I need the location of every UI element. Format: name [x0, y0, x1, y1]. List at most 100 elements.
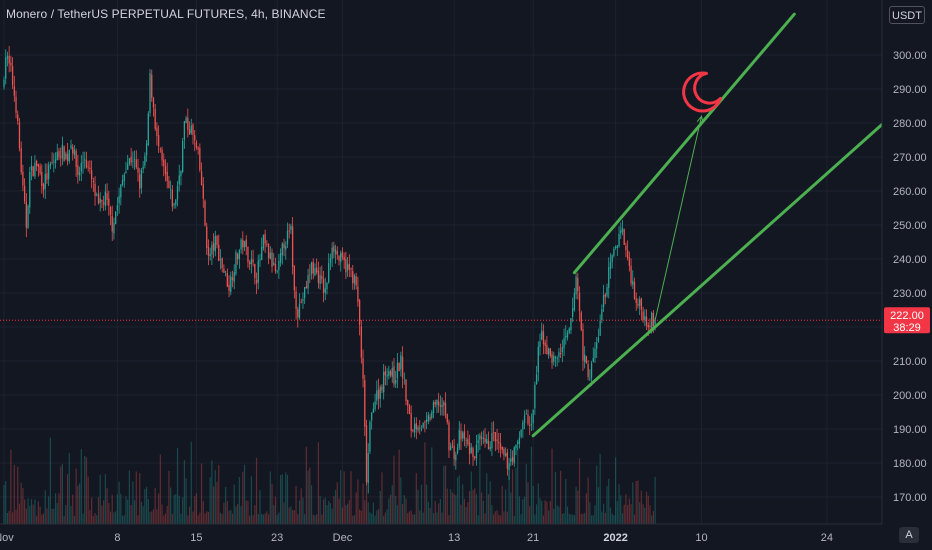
volume-bar [18, 503, 21, 524]
volume-bar [560, 470, 562, 524]
volume-bar [451, 492, 453, 524]
time-tick-6: 21 [527, 532, 539, 544]
volume-bar [221, 514, 223, 524]
candle-body [128, 158, 131, 164]
candle-body [10, 62, 12, 66]
volume-bar [135, 471, 137, 524]
candle-body [357, 286, 359, 302]
volume-bar [228, 510, 230, 524]
volume-bar [223, 502, 225, 524]
candle-body [185, 117, 187, 123]
candle-body [106, 193, 108, 200]
volume-bar [498, 514, 500, 524]
volume-bar [92, 515, 94, 524]
candle-body [517, 442, 519, 444]
candle-body [360, 326, 362, 358]
volume-bar [63, 515, 65, 524]
volume-bar [374, 515, 376, 524]
candle-body [22, 171, 24, 186]
volume-bar [518, 496, 520, 524]
candle-body [269, 252, 271, 259]
candle-body [27, 205, 29, 228]
volume-bar [391, 485, 393, 524]
volume-bar [499, 515, 502, 524]
candle-body [374, 401, 376, 410]
volume-bar [195, 493, 198, 524]
volume-bar [628, 498, 630, 524]
volume-bar [298, 500, 301, 524]
volume-bar [455, 495, 457, 524]
candle-body [587, 364, 589, 378]
volume-bar [56, 503, 58, 524]
volume-bar [582, 513, 584, 524]
volume-bar [654, 476, 656, 524]
volume-bar [267, 514, 270, 524]
volume-bar [618, 484, 620, 524]
volume-bar [444, 465, 447, 524]
candle-body [147, 113, 149, 145]
volume-bar [539, 498, 541, 524]
candle-body [207, 246, 210, 256]
lower-support-line[interactable] [531, 121, 886, 438]
candle-body [255, 280, 258, 284]
candle-body [415, 423, 417, 430]
volume-bar [25, 508, 27, 524]
candle-body [448, 422, 450, 451]
candle-body [592, 357, 594, 362]
volume-bar [407, 513, 409, 524]
candle-body [376, 390, 378, 401]
volume-bar [456, 477, 459, 524]
volume-bar [297, 514, 299, 524]
currency-button[interactable]: USDT [889, 6, 925, 24]
time-axis[interactable] [0, 524, 882, 550]
auto-scale-button[interactable]: A [899, 527, 919, 543]
volume-bar [357, 479, 359, 524]
candle-body [35, 161, 38, 166]
candle-body [614, 247, 617, 249]
volume-bar [279, 475, 282, 524]
candle-body [417, 427, 419, 431]
candle-body [348, 264, 350, 270]
upper-resistance-line[interactable] [572, 12, 796, 275]
candle-body [419, 427, 421, 429]
candle-body [364, 380, 366, 427]
volume-bar [635, 480, 637, 524]
candle-body [352, 271, 354, 284]
volume-bar [286, 474, 289, 524]
symbol-title[interactable]: Monero / TetherUS PERPETUAL FUTURES, 4h,… [6, 7, 326, 21]
candle-body [618, 233, 620, 247]
candle-body [168, 180, 170, 189]
candle-body [637, 303, 639, 306]
candle-body [403, 377, 405, 379]
volume-bar [290, 506, 292, 524]
target-arrow-line[interactable] [654, 115, 703, 321]
volume-bar [85, 457, 88, 524]
volume-bar [32, 504, 34, 524]
volume-bar [149, 511, 151, 524]
volume-bar [511, 469, 514, 524]
candle-body [432, 402, 435, 413]
candle-body [518, 437, 521, 445]
candle-body [331, 247, 333, 259]
volume-bar [566, 506, 569, 524]
volume-bar [355, 492, 357, 524]
volume-bar [412, 514, 414, 524]
candle-body [395, 379, 397, 384]
candle-body [145, 143, 148, 156]
price-axis[interactable] [882, 0, 932, 524]
candle-body [87, 166, 89, 168]
trendline-drawings[interactable] [531, 12, 886, 438]
volume-bar [556, 505, 558, 524]
candle-body [192, 124, 194, 135]
candle-body [212, 243, 215, 251]
volume-bar [173, 495, 175, 524]
candle-body [5, 57, 7, 79]
volume-bar [49, 437, 51, 524]
volume-bar [111, 494, 113, 524]
volume-bar [494, 511, 496, 524]
volume-bar [587, 477, 589, 524]
candle-body [123, 174, 125, 181]
price-tick-3: 200.00 [893, 390, 927, 402]
volume-bar [615, 457, 617, 524]
